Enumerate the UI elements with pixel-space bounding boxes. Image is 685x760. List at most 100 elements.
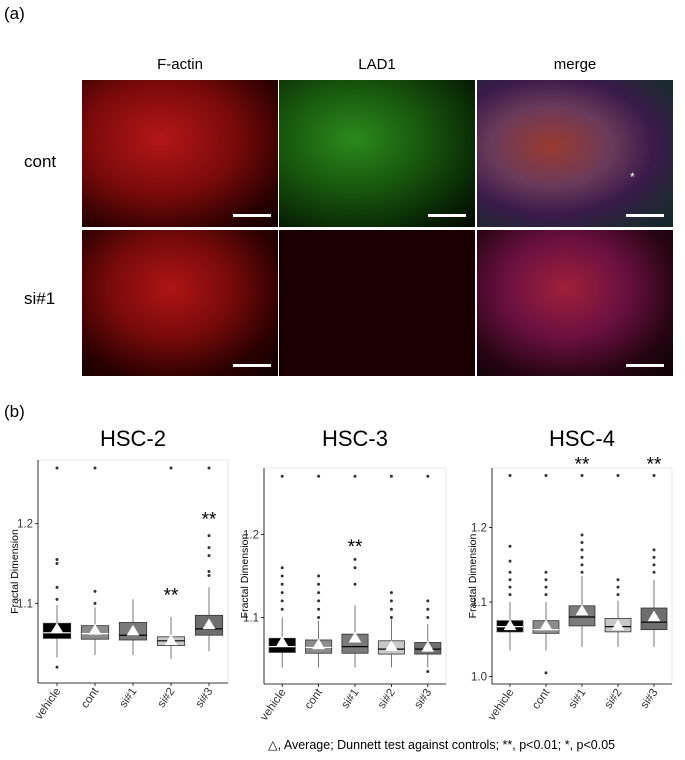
outlier-1-1-5 (317, 574, 321, 578)
outlier-2-0-2 (508, 578, 512, 582)
mean-marker-1-3 (384, 640, 398, 651)
y-axis-label-0: Fractal Dimension (9, 529, 21, 614)
y-tick-label-2-2: 1.2 (471, 523, 487, 535)
outlier-2-0-4 (508, 559, 512, 563)
column-header-lad1: LAD1 (358, 56, 396, 73)
chart-title-2: HSC-4 (549, 426, 615, 451)
mean-marker-0-3 (164, 634, 178, 646)
x-tick-label-1-2: si#1 (340, 687, 362, 711)
outlier-2-1-3 (544, 578, 548, 582)
outlier-1-1-1 (317, 607, 321, 611)
mean-marker-2-1 (539, 619, 553, 631)
outlier-2-0-6 (508, 473, 512, 477)
column-header-factin: F-actin (157, 56, 203, 73)
panel-b-label: (b) (4, 402, 25, 421)
chart-title-0: HSC-2 (100, 426, 166, 451)
outlier-2-4-0 (652, 570, 656, 574)
outlier-1-0-5 (280, 566, 284, 570)
outlier-0-0-0 (55, 665, 59, 669)
outlier-1-3-1 (389, 607, 393, 611)
significance-marker-1-2: ** (348, 537, 363, 558)
outlier-2-2-6 (580, 473, 584, 477)
outlier-0-0-3 (55, 562, 59, 566)
x-tick-label-2-2: si#1 (567, 687, 589, 711)
mean-marker-0-2 (126, 624, 140, 636)
panel-a-label: (a) (4, 4, 25, 23)
outlier-2-2-4 (580, 540, 584, 544)
outlier-1-0-1 (280, 599, 284, 603)
outlier-2-4-1 (652, 563, 656, 567)
y-tick-label-1-0: 1.1 (243, 613, 259, 625)
mean-marker-1-4 (421, 640, 435, 652)
asterisk-marker: * (630, 170, 635, 184)
outlier-2-0-5 (508, 544, 512, 548)
outlier-1-3-4 (389, 474, 393, 478)
y-tick-label-0-1: 1.2 (17, 519, 33, 531)
outlier-2-1-1 (544, 593, 548, 597)
outlier-2-2-5 (580, 533, 584, 537)
outlier-1-1-4 (317, 582, 321, 586)
outlier-0-0-2 (55, 585, 59, 589)
x-tick-label-1-1: cont (303, 686, 326, 711)
outlier-2-2-1 (580, 563, 584, 567)
row-header-cont: cont (24, 152, 57, 171)
outlier-0-4-4 (207, 534, 211, 538)
mean-marker-2-2 (575, 604, 589, 616)
outlier-2-0-0 (508, 593, 512, 597)
outlier-1-4-2 (426, 607, 430, 611)
outlier-0-1-2 (93, 466, 97, 470)
outlier-1-4-3 (426, 599, 430, 603)
scale-bar (233, 364, 271, 367)
outlier-1-4-4 (426, 474, 430, 478)
x-tick-label-0-4: si#3 (194, 686, 216, 710)
y-tick-label-2-1: 1.1 (471, 597, 487, 609)
outlier-2-4-3 (652, 548, 656, 552)
outlier-1-3-2 (389, 599, 393, 603)
outlier-0-1-0 (93, 601, 97, 605)
outlier-2-3-2 (616, 578, 620, 582)
y-axis-label-1: Fractal Dimension (239, 534, 251, 619)
micrograph-lad1-cont (279, 80, 475, 227)
outlier-1-3-0 (389, 616, 393, 620)
mean-marker-2-0 (503, 619, 517, 631)
outlier-2-0-1 (508, 585, 512, 589)
y-tick-label-0-0: 1.1 (17, 598, 33, 610)
outlier-1-1-3 (317, 591, 321, 595)
x-tick-label-0-1: cont (79, 685, 102, 710)
significance-marker-0-4: ** (202, 510, 217, 531)
figure-legend: △, Average; Dunnett test against control… (268, 738, 616, 752)
x-tick-label-2-1: cont (530, 686, 553, 711)
outlier-1-2-2 (353, 557, 357, 561)
outlier-1-4-1 (426, 616, 430, 620)
x-tick-label-0-0: vehicle (33, 686, 63, 722)
y-tick-label-2-0: 1.0 (471, 672, 487, 684)
mean-marker-0-0 (50, 622, 64, 634)
outlier-1-2-0 (353, 582, 357, 586)
scale-bar (233, 214, 271, 217)
outlier-2-1-5 (544, 473, 548, 477)
outlier-0-4-3 (207, 546, 211, 550)
outlier-2-4-4 (652, 473, 656, 477)
outlier-1-0-0 (280, 607, 284, 611)
scale-bar (626, 214, 664, 217)
outlier-1-1-6 (317, 474, 321, 478)
outlier-1-1-0 (317, 616, 321, 620)
outlier-0-0-5 (55, 466, 59, 470)
mean-marker-0-1 (88, 623, 102, 635)
x-tick-label-1-4: si#3 (412, 687, 434, 711)
outlier-2-2-2 (580, 555, 584, 559)
outlier-2-0-3 (508, 570, 512, 574)
outlier-2-1-0 (544, 671, 548, 675)
outlier-0-3-0 (169, 466, 173, 470)
outlier-1-4-0 (426, 670, 430, 674)
x-tick-label-2-0: vehicle (486, 687, 516, 723)
outlier-1-3-3 (389, 591, 393, 595)
scale-bar (428, 214, 466, 217)
outlier-0-1-1 (93, 589, 97, 593)
micrograph-lad1-si1 (279, 230, 475, 376)
outlier-1-0-6 (280, 474, 284, 478)
outlier-1-0-4 (280, 574, 284, 578)
outlier-1-0-3 (280, 582, 284, 586)
scale-bar (626, 364, 664, 367)
outlier-2-3-1 (616, 585, 620, 589)
